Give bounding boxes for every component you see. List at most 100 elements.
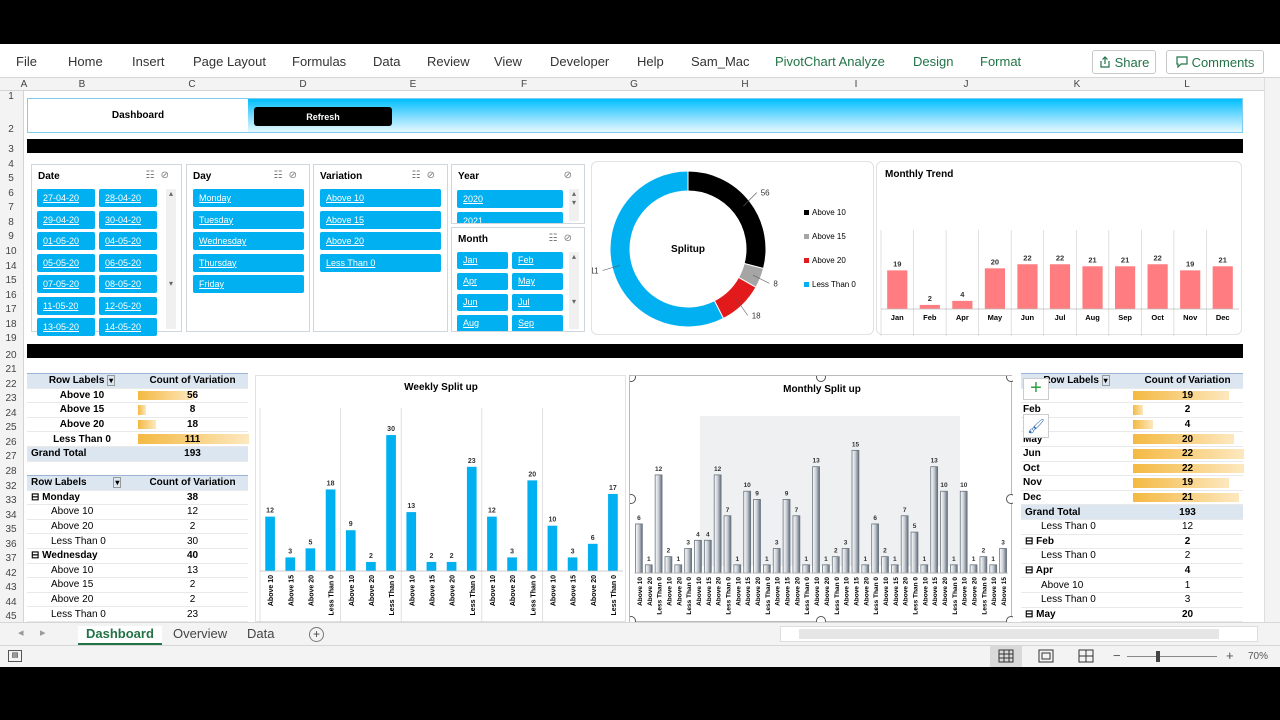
date-slicer-item-3[interactable]: 30-04-20	[99, 210, 157, 229]
month-slicer-scrollbar[interactable]: ▴ ▾	[569, 252, 579, 329]
pivot2-row[interactable]: ⊟ Wednesday 40	[27, 548, 248, 564]
bar[interactable]	[426, 561, 437, 571]
row-header-43[interactable]: 43	[5, 582, 17, 593]
row-header-7[interactable]: 7	[8, 202, 14, 213]
bar[interactable]	[674, 564, 683, 574]
pivot2-row[interactable]: Above 15 2	[27, 577, 248, 593]
tab-review[interactable]: Review	[427, 54, 470, 69]
row-header-35[interactable]: 35	[5, 524, 17, 535]
prev-sheet-icon[interactable]: ◂	[18, 627, 24, 639]
pivot3-row[interactable]: Nov 19	[1021, 475, 1243, 491]
pivot3-row[interactable]: 19	[1021, 388, 1243, 404]
sheet-tab-overview[interactable]: Overview	[173, 626, 228, 641]
variation-slicer-item-0[interactable]: Above 10	[320, 189, 441, 207]
bar[interactable]	[984, 268, 1005, 309]
tab-page-layout[interactable]: Page Layout	[193, 54, 267, 69]
date-slicer-item-11[interactable]: 12-05-20	[99, 296, 157, 315]
bar[interactable]	[446, 561, 457, 571]
row-header-2[interactable]: 2	[8, 124, 14, 135]
tab-view[interactable]: View	[494, 54, 522, 69]
tab-format[interactable]: Format	[980, 54, 1022, 69]
pivot1-row[interactable]: Less Than 0 111	[27, 431, 249, 447]
bar[interactable]	[703, 539, 712, 574]
pivot3-detail-row[interactable]: Above 10 1	[1021, 577, 1243, 593]
pivot2-row[interactable]: Above 10 13	[27, 563, 248, 579]
bar[interactable]	[920, 564, 929, 574]
bar[interactable]	[608, 493, 618, 571]
comments-button[interactable]: Comments	[1166, 50, 1264, 74]
variation-slicer-item-2[interactable]: Above 20	[320, 232, 441, 250]
day-slicer[interactable]: Day ☷⊘ Monday Tuesday Wednesday Thursday Fri…	[186, 164, 310, 332]
pivot3-row[interactable]: Dec 21	[1021, 490, 1243, 506]
column-header-a[interactable]: A	[20, 79, 28, 90]
bar[interactable]	[1115, 266, 1136, 309]
row-header-27[interactable]: 27	[5, 451, 17, 462]
column-header-j[interactable]: J	[963, 79, 969, 90]
column-header-l[interactable]: L	[1184, 79, 1190, 90]
row-header-18[interactable]: 18	[5, 319, 17, 330]
bar[interactable]	[772, 548, 781, 574]
year-slicer-scrollbar[interactable]: ▴ ▾	[569, 189, 579, 221]
bar[interactable]	[900, 515, 909, 574]
row-header-28[interactable]: 28	[5, 466, 17, 477]
tab-formulas[interactable]: Formulas	[292, 54, 347, 69]
pivot1-row[interactable]: Above 10 56	[27, 388, 248, 404]
row-header-42[interactable]: 42	[5, 568, 17, 579]
tab-help[interactable]: Help	[637, 54, 664, 69]
bar[interactable]	[1082, 266, 1103, 309]
date-slicer-item-7[interactable]: 06-05-20	[99, 253, 157, 272]
pivot2-row[interactable]: Less Than 0 30	[27, 533, 248, 549]
page-layout-view-icon[interactable]	[1038, 649, 1054, 666]
month-slicer-item-4[interactable]: Jun	[457, 294, 508, 311]
pivot2-row[interactable]: Less Than 0 23	[27, 606, 248, 622]
pivot-table-month[interactable]: Row Labels ▾ Count of Variation 19 Feb 2 4 Ma…	[1021, 373, 1244, 622]
date-slicer-item-8[interactable]: 07-05-20	[37, 275, 95, 293]
pivot2-header-rowlabels[interactable]: Row Labels ▾	[27, 475, 137, 491]
slicer-filter-icons[interactable]: ☷⊘	[273, 170, 303, 181]
bar[interactable]	[952, 300, 973, 309]
bar[interactable]	[644, 564, 653, 574]
horizontal-scroll-thumb[interactable]	[799, 629, 1219, 639]
bar[interactable]	[466, 466, 477, 571]
brush-icon[interactable]: 🖌	[1023, 414, 1049, 438]
date-slicer[interactable]: Date ☷⊘ 27-04-20 28-04-20 29-04-20 30-04-20…	[31, 164, 182, 336]
pivot1-row[interactable]: Above 20 18	[27, 417, 248, 433]
bar[interactable]	[887, 270, 908, 309]
bar[interactable]	[487, 516, 497, 571]
day-slicer-item-0[interactable]: Monday	[193, 189, 304, 207]
variation-slicer-item-1[interactable]: Above 15	[320, 210, 441, 229]
bar[interactable]	[861, 564, 870, 574]
tab-file[interactable]: File	[16, 54, 37, 69]
row-header-19[interactable]: 19	[5, 333, 17, 344]
date-slicer-item-9[interactable]: 08-05-20	[99, 275, 157, 293]
monthly-trend-chart[interactable]: Monthly Trend 19 Jan 2 Feb 4 Apr 20 May 22 Jun 22 Ju…	[876, 161, 1242, 361]
weekly-split-chart[interactable]: Weekly Split up 12 Above 10 3 Above 15 5 Above…	[255, 375, 626, 622]
bar[interactable]	[822, 564, 830, 574]
pivot3-row[interactable]: Oct 22	[1021, 461, 1244, 477]
bar[interactable]	[930, 466, 939, 574]
bar[interactable]	[713, 474, 722, 574]
plus-icon[interactable]: +	[1023, 378, 1049, 400]
pivot3-detail-row[interactable]: Less Than 0 12	[1021, 519, 1243, 535]
page-break-view-icon[interactable]	[1078, 649, 1094, 666]
row-header-20[interactable]: 20	[5, 350, 17, 361]
month-slicer[interactable]: Month ☷⊘ Jan Feb Apr May Jun Jul Aug Sep ▴ ▾	[451, 227, 585, 332]
year-slicer[interactable]: Year ⊘ 2020 2021 ▴ ▾	[451, 164, 585, 224]
date-slicer-item-0[interactable]: 27-04-20	[37, 189, 95, 207]
bar[interactable]	[743, 490, 752, 574]
tab-data[interactable]: Data	[373, 54, 401, 69]
bar[interactable]	[812, 466, 820, 574]
pivot3-detail-row[interactable]: ⊟ May 20	[1021, 607, 1243, 622]
slicer-filter-icons[interactable]: ⊘	[563, 170, 578, 181]
row-header-9[interactable]: 9	[8, 231, 14, 242]
row-header-44[interactable]: 44	[5, 597, 17, 608]
row-header-33[interactable]: 33	[5, 495, 17, 506]
bar[interactable]	[881, 556, 889, 574]
date-slicer-item-5[interactable]: 04-05-20	[99, 232, 157, 250]
bar[interactable]	[723, 515, 732, 574]
column-header-f[interactable]: F	[520, 79, 528, 90]
bar[interactable]	[989, 564, 998, 574]
bar[interactable]	[265, 516, 275, 571]
